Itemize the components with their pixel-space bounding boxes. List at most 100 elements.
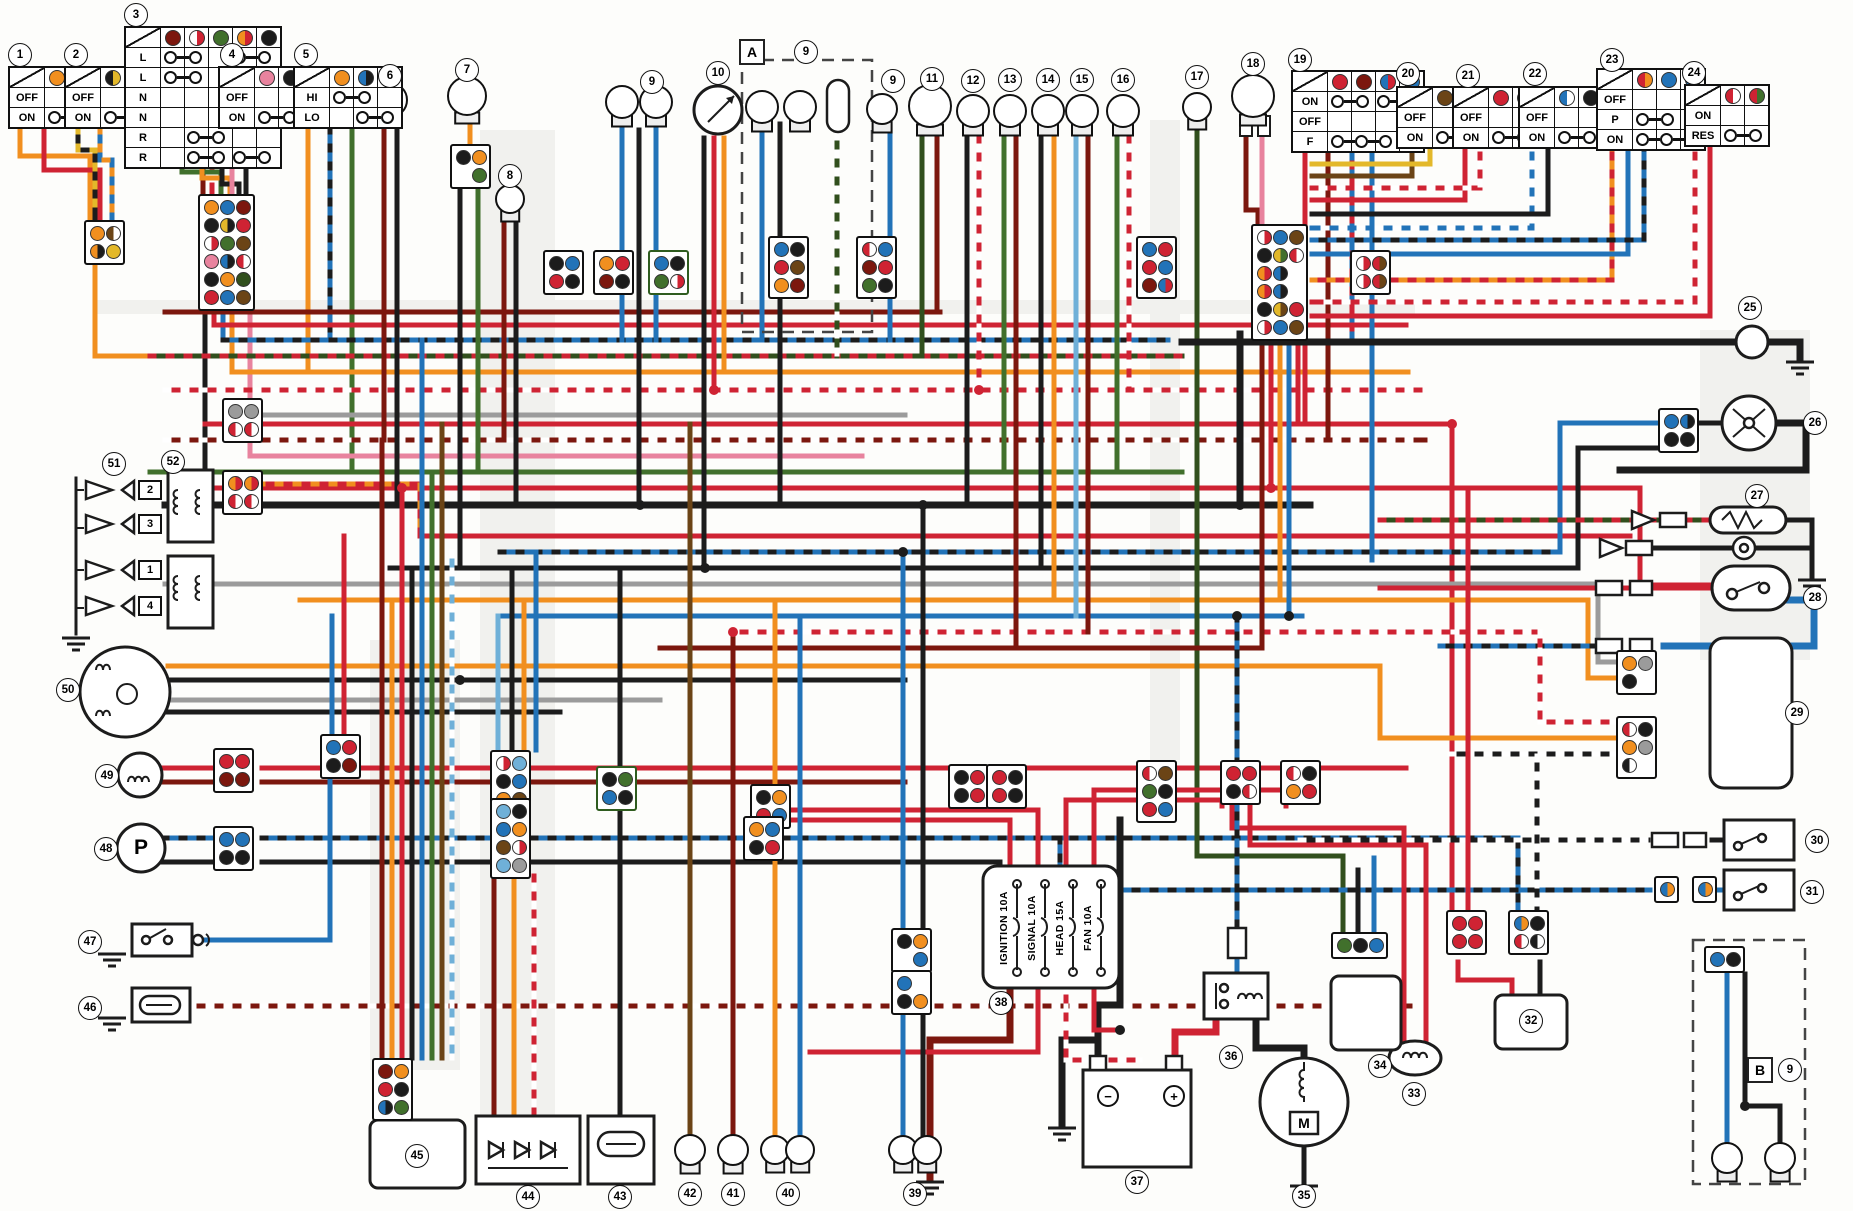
- callout-1: 1: [8, 43, 32, 67]
- connector-pin: [549, 256, 564, 271]
- connector-pin: [878, 242, 893, 257]
- callout-4: 4: [220, 43, 244, 67]
- bulb-icon: [1711, 1142, 1743, 1174]
- contact-link: [258, 108, 296, 127]
- connector-pin: [244, 494, 259, 509]
- switch-table-5: HI LO: [293, 66, 403, 129]
- callout-12: 12: [961, 69, 985, 93]
- connector: [372, 1058, 413, 1121]
- connector-pin: [228, 476, 243, 491]
- callout-16: 16: [1111, 68, 1135, 92]
- wire-color-dot: [1636, 71, 1653, 88]
- switch-position-label: ON: [1694, 109, 1712, 122]
- bulb-icon: [605, 85, 639, 119]
- connector-pin: [790, 278, 805, 293]
- switch-position-label: LO: [304, 111, 320, 124]
- connector: [1280, 760, 1321, 805]
- contact-link: [1724, 126, 1762, 145]
- connector-pin: [1698, 882, 1713, 897]
- connector-pin: [897, 976, 912, 991]
- connector: [1704, 946, 1745, 973]
- table-diagonal-cell: [220, 68, 254, 87]
- switch-position-row: RES: [1686, 125, 1768, 145]
- connector-pin: [90, 226, 105, 241]
- connector-pin: [394, 1064, 409, 1079]
- connector-pin: [1353, 938, 1368, 953]
- bulb-icon: [1231, 74, 1275, 118]
- fuse-label-fan: FAN 10A: [1082, 905, 1094, 951]
- connector: [222, 470, 263, 515]
- connector-pin: [599, 256, 614, 271]
- wire-color-dot: [258, 69, 275, 86]
- bulb-icon: [866, 93, 898, 125]
- connector-pin: [1273, 230, 1288, 245]
- switch-position-row: OFF: [1454, 107, 1536, 127]
- connector-pin: [913, 994, 928, 1009]
- callout-21: 21: [1456, 64, 1480, 88]
- switch-position-label: ON: [1301, 95, 1319, 108]
- connector-pin: [1680, 414, 1695, 429]
- connector-pin: [862, 278, 877, 293]
- connector-pin: [204, 272, 219, 287]
- connector-pin: [670, 274, 685, 289]
- connector-pin: [512, 774, 527, 789]
- connector-pin: [774, 278, 789, 293]
- connector-pin: [1468, 934, 1483, 949]
- connector: [1220, 760, 1261, 805]
- connector-pin: [1008, 788, 1023, 803]
- connector-pin: [1680, 432, 1695, 447]
- callout-24: 24: [1682, 61, 1706, 85]
- switch-position-row: OFF: [1293, 111, 1423, 131]
- connector-pin: [496, 756, 511, 771]
- connector: [891, 970, 932, 1015]
- connector-pin: [394, 1082, 409, 1097]
- bulb-icon: [1031, 94, 1065, 128]
- callout-2: 2: [64, 43, 88, 67]
- connector-pin: [1142, 766, 1157, 781]
- connector-pin: [654, 256, 669, 271]
- fuse-label-ignition: IGNITION 10A: [998, 891, 1010, 965]
- connector-pin: [913, 952, 928, 967]
- connector-pin: [342, 758, 357, 773]
- connector-pin: [954, 788, 969, 803]
- connector-pin: [1302, 766, 1317, 781]
- switch-position-label: RES: [1691, 129, 1715, 142]
- wire-color-dot: [1355, 73, 1372, 90]
- connector-pin: [615, 274, 630, 289]
- connector: [1616, 650, 1657, 695]
- bulb-icon: [745, 90, 779, 124]
- connector-pin: [1273, 284, 1288, 299]
- connector-pin: [204, 290, 219, 305]
- connector-pin: [1638, 722, 1653, 737]
- connector: [1692, 876, 1717, 903]
- wire-color-dot: [188, 29, 205, 46]
- connector-pin: [1142, 802, 1157, 817]
- connector-pin: [654, 274, 669, 289]
- switch-position-label: ON: [74, 111, 92, 124]
- connector: [648, 250, 689, 295]
- callout-42: 42: [678, 1182, 702, 1206]
- connector: [948, 764, 989, 809]
- connector-pin: [1664, 414, 1679, 429]
- connector-pin: [1158, 242, 1173, 257]
- wire-color-dot: [1379, 73, 1396, 90]
- connector-pin: [1514, 934, 1529, 949]
- callout-47: 47: [78, 930, 102, 954]
- contact-link: [164, 48, 202, 67]
- connector: [1616, 716, 1657, 779]
- wire-color-dot: [1724, 87, 1741, 104]
- connector-pin: [512, 858, 527, 873]
- connector-pin: [992, 788, 1007, 803]
- callout-5: 5: [294, 43, 318, 67]
- connector-pin: [1369, 938, 1384, 953]
- bulb-icon: [1065, 94, 1099, 128]
- connector: [986, 764, 1027, 809]
- callout-52: 52: [161, 450, 185, 474]
- connector-pin: [1226, 766, 1241, 781]
- switch-position-row: LO: [295, 107, 401, 127]
- switch-table-24: ON RES: [1684, 84, 1770, 147]
- connector: [743, 816, 784, 861]
- connector-pin: [496, 774, 511, 789]
- wire-color-dot: [164, 29, 181, 46]
